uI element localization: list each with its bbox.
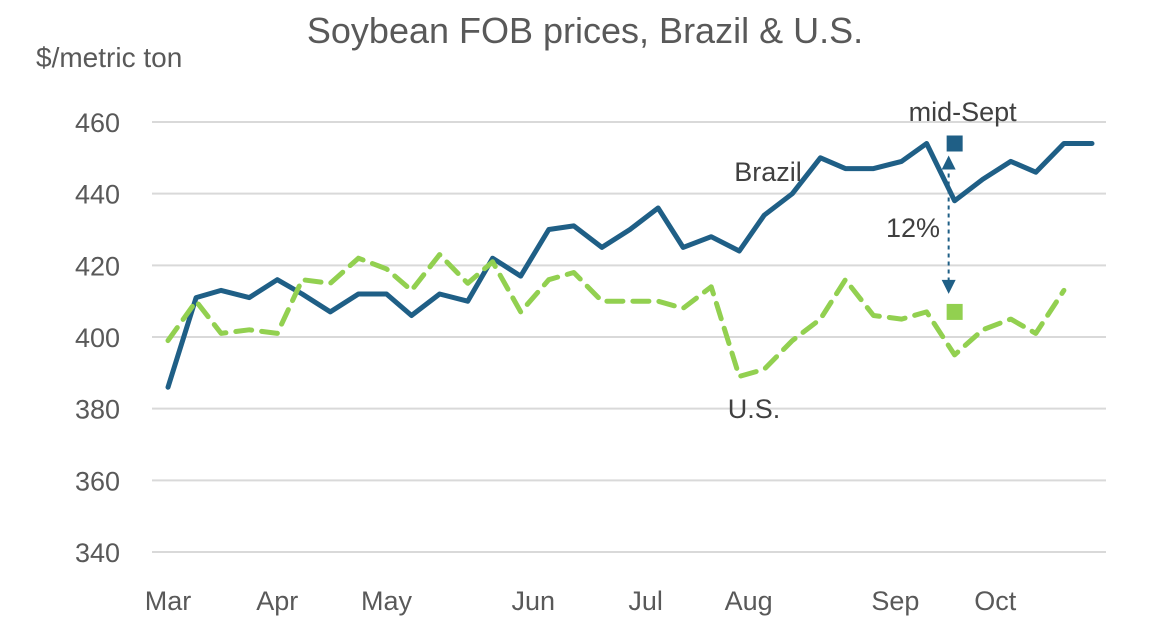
- series-line-us: [165, 252, 1067, 379]
- x-tick-label: May: [361, 586, 413, 616]
- x-tick-label: Apr: [256, 586, 298, 616]
- chart-title: Soybean FOB prices, Brazil & U.S.: [306, 10, 864, 51]
- x-tick-label: Aug: [725, 586, 773, 616]
- marker-brazil-mid-sept: [946, 135, 963, 152]
- x-tick-label: Sep: [871, 586, 919, 616]
- x-tick-label: Jun: [511, 586, 555, 616]
- x-tick-label: Jul: [628, 586, 663, 616]
- y-tick-label: 400: [75, 323, 120, 353]
- brazil-label: Brazil: [734, 157, 802, 187]
- y-tick-label: 360: [75, 466, 120, 496]
- us-label: U.S.: [728, 394, 781, 424]
- y-axis-label: $/metric ton: [36, 42, 183, 73]
- marker-us-mid-sept: [946, 303, 963, 320]
- y-tick-label: 420: [75, 251, 120, 281]
- y-tick-label: 380: [75, 395, 120, 425]
- y-tick-label: 340: [75, 538, 120, 568]
- gap-percent-label: 12%: [886, 213, 940, 243]
- x-tick-label: Oct: [974, 586, 1017, 616]
- gap-arrow-head-down: [941, 279, 956, 294]
- x-tick-label: Mar: [145, 586, 192, 616]
- y-tick-label: 460: [75, 108, 120, 138]
- mid-sept-label: mid-Sept: [909, 97, 1018, 127]
- y-tick-label: 440: [75, 180, 120, 210]
- gap-arrow-head-up: [941, 155, 956, 170]
